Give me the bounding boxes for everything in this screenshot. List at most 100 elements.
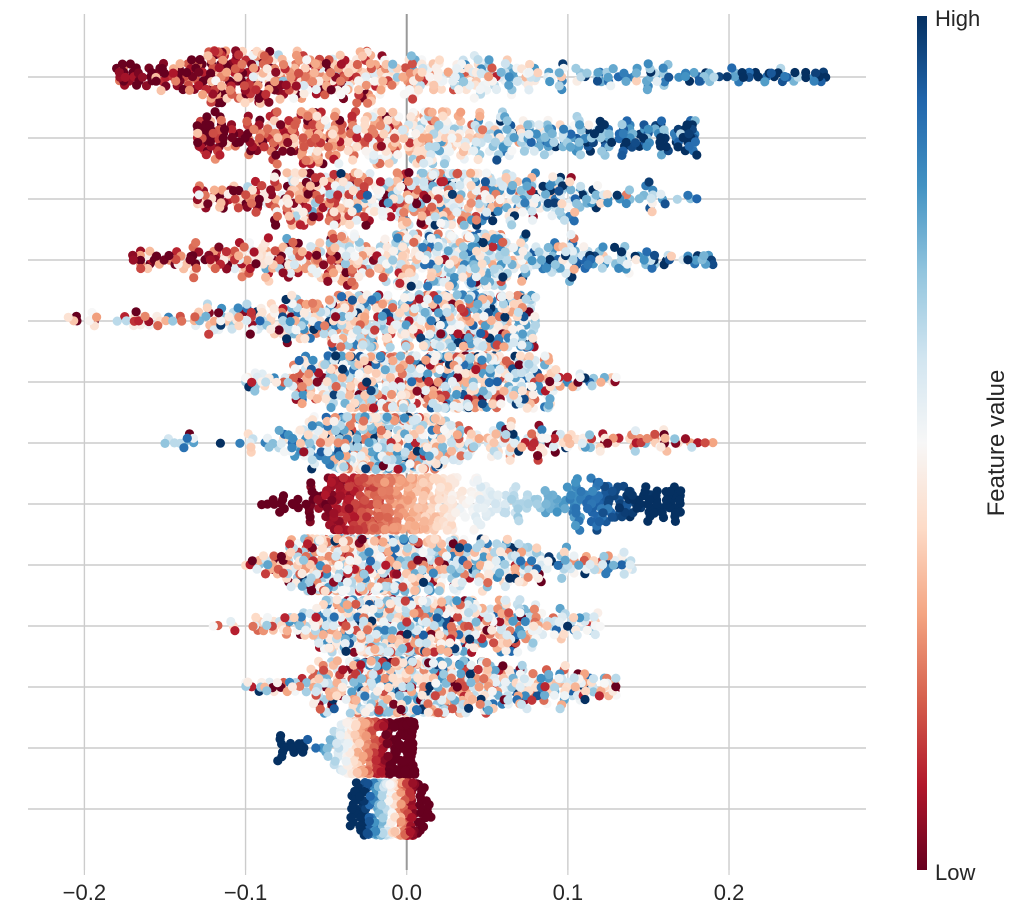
data-point: [176, 59, 185, 68]
data-point: [331, 351, 340, 360]
data-point: [113, 317, 122, 326]
data-point: [509, 133, 518, 142]
data-point: [545, 394, 554, 403]
data-point: [643, 517, 652, 526]
data-point: [386, 373, 395, 382]
data-point: [444, 246, 453, 255]
data-point: [291, 364, 300, 373]
data-point: [362, 81, 371, 90]
data-point: [340, 303, 349, 312]
data-point: [440, 456, 449, 465]
data-point: [270, 304, 279, 313]
data-point: [428, 108, 437, 117]
data-point: [566, 142, 575, 151]
data-point: [377, 426, 386, 435]
data-point: [352, 133, 361, 142]
data-point: [343, 578, 352, 587]
data-point: [585, 430, 594, 439]
data-point: [390, 134, 399, 143]
data-point: [378, 299, 387, 308]
data-point: [418, 68, 427, 77]
data-point: [522, 182, 531, 191]
data-point: [425, 330, 434, 339]
data-point: [311, 134, 320, 143]
data-point: [360, 356, 369, 365]
data-point: [447, 495, 456, 504]
data-point: [304, 190, 313, 199]
data-point: [419, 491, 428, 500]
data-point: [673, 195, 682, 204]
data-point: [439, 504, 448, 513]
data-point: [647, 264, 656, 273]
data-point: [811, 69, 820, 78]
data-point: [559, 125, 568, 134]
data-point: [518, 329, 527, 338]
data-point: [296, 426, 305, 435]
data-point: [336, 169, 345, 178]
data-points: [64, 46, 831, 840]
data-point: [596, 378, 605, 387]
data-point: [571, 521, 580, 530]
data-point: [301, 156, 310, 165]
data-point: [258, 308, 267, 317]
data-point: [435, 55, 444, 64]
data-point: [330, 112, 339, 121]
data-point: [284, 378, 293, 387]
data-point: [198, 90, 207, 99]
data-point: [141, 312, 150, 321]
data-point: [264, 98, 273, 107]
data-point: [284, 199, 293, 208]
data-point: [493, 490, 502, 499]
data-point: [438, 442, 447, 451]
data-point: [387, 390, 396, 399]
data-point: [383, 291, 392, 300]
data-point: [288, 238, 297, 247]
data-point: [533, 500, 542, 509]
data-point: [570, 216, 579, 225]
data-point: [374, 264, 383, 273]
data-point: [347, 112, 356, 121]
data-point: [415, 251, 424, 260]
data-point: [656, 190, 665, 199]
data-point: [478, 342, 487, 351]
data-point: [138, 73, 147, 82]
data-point: [250, 247, 259, 256]
data-point: [614, 264, 623, 273]
data-point: [393, 150, 402, 159]
data-point: [337, 292, 346, 301]
data-point: [373, 185, 382, 194]
data-point: [363, 99, 372, 108]
data-point: [434, 308, 443, 317]
data-point: [334, 159, 343, 168]
data-point: [570, 265, 579, 274]
data-point: [531, 293, 540, 302]
data-point: [345, 312, 354, 321]
data-point: [548, 172, 557, 181]
data-point: [453, 169, 462, 178]
data-point: [352, 98, 361, 107]
data-point: [456, 321, 465, 330]
data-point: [306, 478, 315, 487]
data-point: [359, 404, 368, 413]
data-point: [436, 329, 445, 338]
data-point: [211, 107, 220, 116]
data-point: [447, 421, 456, 430]
data-point: [474, 577, 483, 586]
data-point: [407, 377, 416, 386]
data-point: [423, 282, 432, 291]
data-point: [383, 333, 392, 342]
data-point: [524, 130, 533, 139]
data-point: [272, 107, 281, 116]
data-point: [534, 120, 543, 129]
data-point: [467, 181, 476, 190]
data-point: [506, 421, 515, 430]
data-point: [294, 69, 303, 78]
data-point: [346, 382, 355, 391]
data-point: [454, 329, 463, 338]
data-point: [311, 173, 320, 182]
data-point: [455, 543, 464, 552]
data-point: [425, 72, 434, 81]
data-point: [603, 198, 612, 207]
data-point: [377, 142, 386, 151]
data-point: [465, 496, 474, 505]
